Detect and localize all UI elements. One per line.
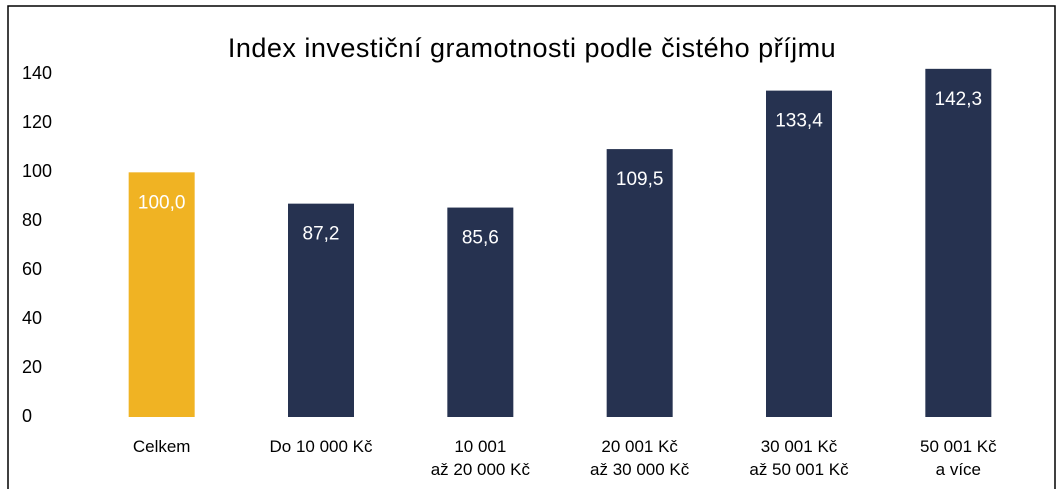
y-tick-label: 120 [22, 112, 52, 132]
x-tick-label: 30 001 Kč až 50 001 Kč [749, 437, 849, 479]
x-tick-label: 50 001 Kč a více [920, 437, 997, 479]
bar [288, 203, 354, 417]
data-label: 100,0 [138, 192, 186, 213]
y-tick-label: 60 [22, 259, 42, 279]
data-label: 87,2 [303, 224, 340, 245]
bar [766, 90, 832, 417]
x-tick-label: 20 001 Kč až 30 000 Kč [590, 437, 690, 479]
bar [447, 207, 514, 417]
y-tick-label: 100 [22, 161, 52, 181]
data-label: 109,5 [616, 169, 664, 190]
y-tick-label: 80 [22, 210, 42, 230]
data-label: 85,6 [462, 228, 499, 249]
x-tick-label: Celkem [132, 437, 191, 456]
y-tick-label: 140 [22, 63, 52, 83]
data-label: 133,4 [775, 111, 823, 132]
bar [925, 68, 992, 418]
chart-title: Index investiční gramotnosti podle čisté… [228, 33, 836, 63]
y-tick-label: 0 [22, 406, 32, 426]
data-label: 142,3 [935, 89, 983, 110]
x-tick-label: Do 10 000 Kč [269, 437, 373, 456]
y-tick-label: 20 [22, 357, 42, 377]
bar [606, 149, 673, 417]
bar [128, 172, 195, 417]
y-tick-label: 40 [22, 308, 42, 328]
x-tick-label: 10 001 až 20 000 Kč [430, 437, 530, 479]
